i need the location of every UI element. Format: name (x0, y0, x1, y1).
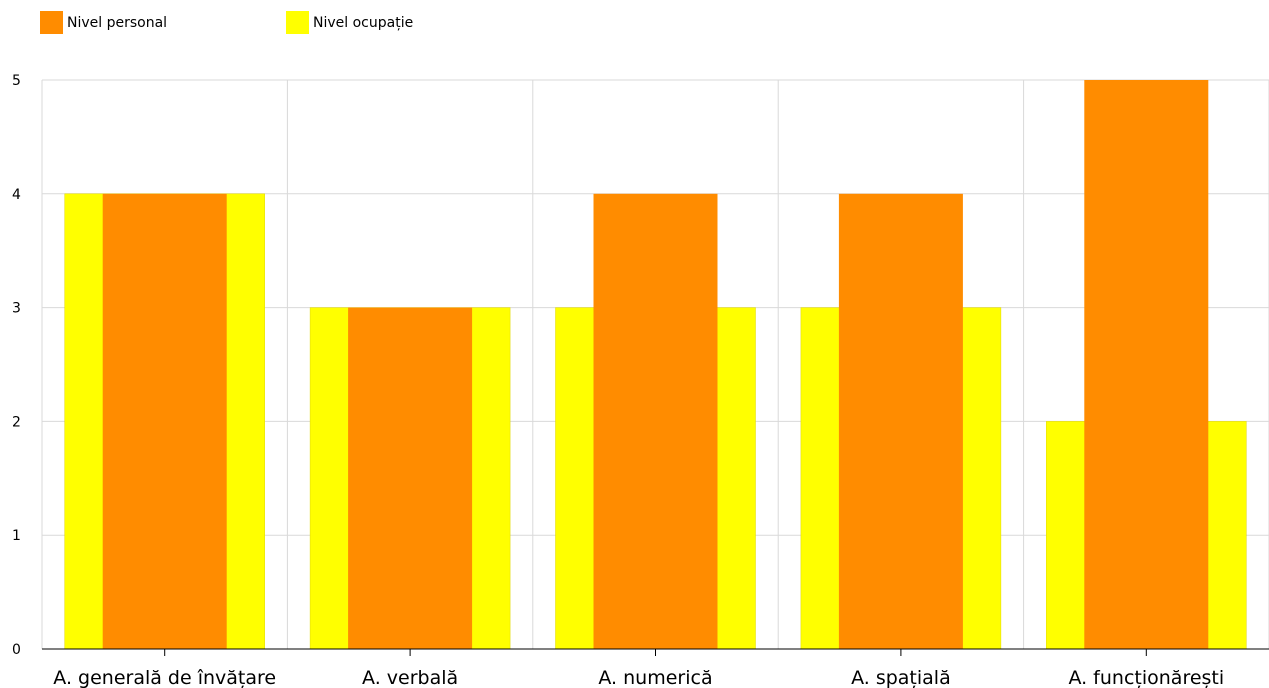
y-tick-label: 1 (12, 528, 21, 544)
y-tick-label: 4 (12, 187, 21, 203)
legend-swatch-personal (40, 11, 63, 34)
x-tick-label: A. funcționărești (1068, 667, 1224, 688)
legend-label-ocupatie: Nivel ocupație (313, 14, 414, 31)
x-tick-label: A. spațială (851, 667, 951, 688)
y-tick-label: 2 (12, 414, 21, 430)
y-tick-label: 0 (12, 642, 21, 658)
bar-nivel-personal (838, 193, 963, 650)
legend-item-ocupatie: Nivel ocupație (286, 11, 413, 34)
x-tick-label: A. numerică (598, 667, 712, 688)
bar-nivel-personal (1084, 80, 1209, 649)
legend-label-personal: Nivel personal (67, 14, 168, 31)
x-tick-label: A. verbală (362, 667, 458, 688)
y-tick-label: 3 (12, 301, 21, 317)
legend-swatch-ocupatie (286, 11, 309, 34)
legend-item-personal: Nivel personal (40, 11, 167, 34)
y-tick-label: 5 (12, 73, 21, 89)
bar-nivel-personal (102, 193, 227, 650)
x-tick-label: A. generală de învățare (53, 667, 276, 688)
bar-nivel-personal (348, 307, 473, 649)
bar-nivel-personal (593, 193, 718, 650)
